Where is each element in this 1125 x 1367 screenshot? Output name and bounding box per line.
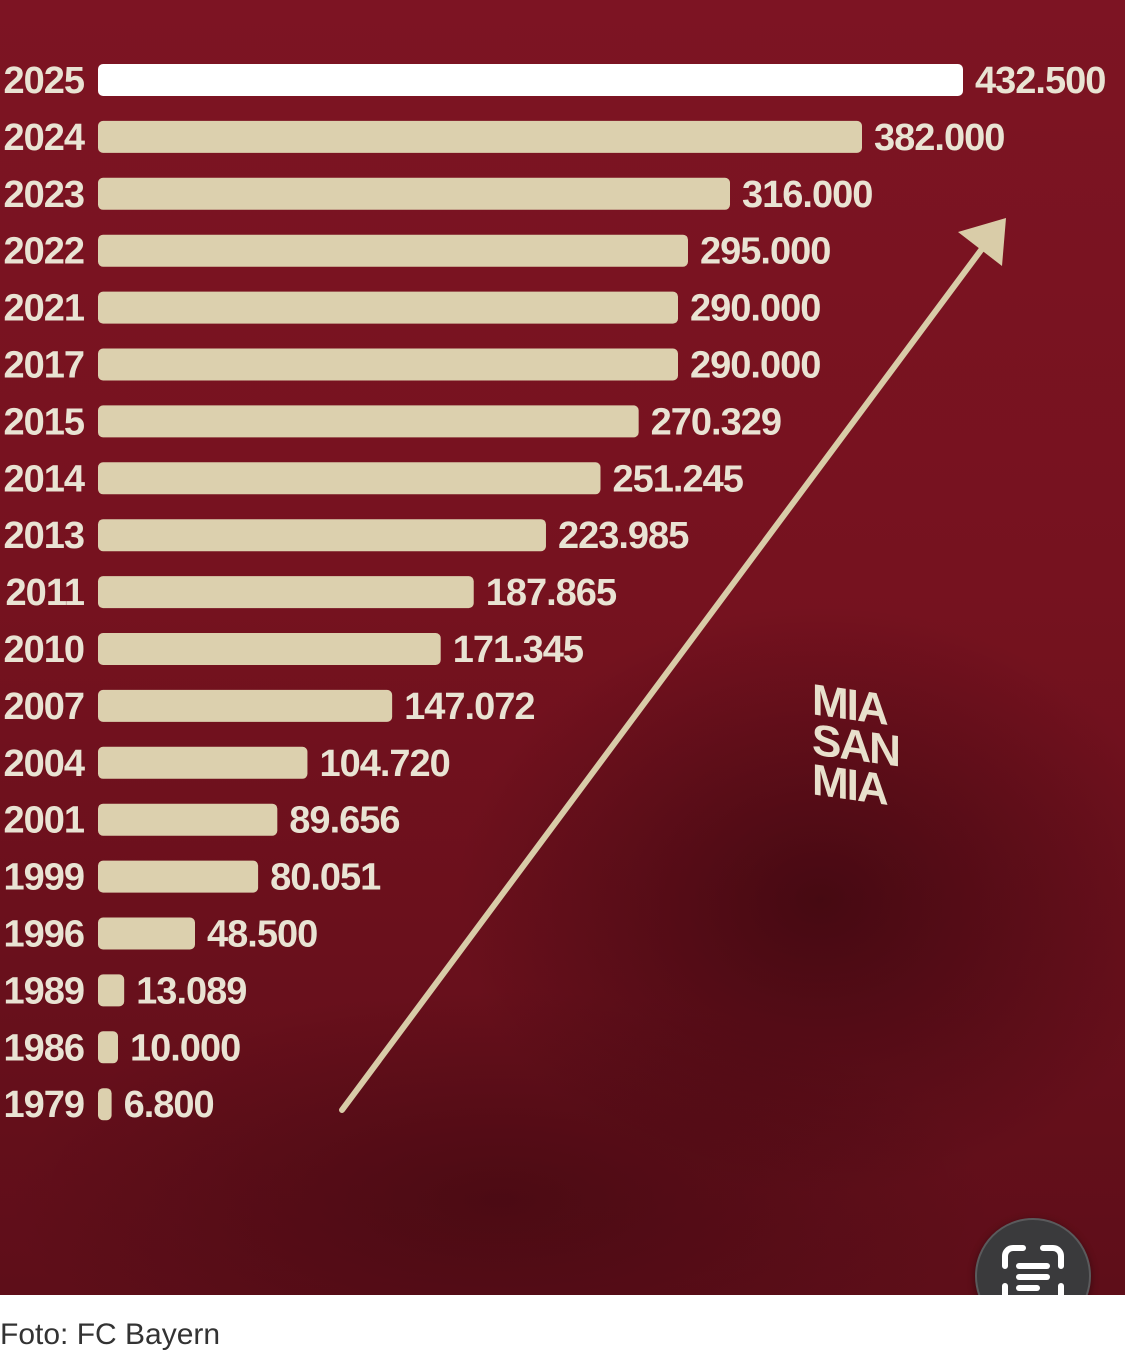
value-label-2014: 251.245	[612, 458, 743, 500]
value-label-2024: 382.000	[874, 117, 1004, 159]
year-label-2024: 2024	[3, 117, 84, 159]
year-label-2004: 2004	[3, 743, 84, 785]
value-label-2025: 432.500	[975, 60, 1105, 102]
value-label-2022: 295.000	[700, 231, 830, 273]
bar-2014	[98, 462, 601, 495]
value-label-1999: 80.051	[270, 857, 381, 899]
live-text-scan-icon	[1002, 1245, 1064, 1295]
bar-2011	[98, 576, 474, 609]
value-label-2001: 89.656	[289, 800, 399, 842]
bar-2013	[98, 519, 546, 552]
bar-2017	[98, 348, 678, 381]
year-label-2022: 2022	[3, 231, 84, 273]
bar-2015	[98, 405, 639, 438]
value-label-1996: 48.500	[207, 914, 317, 956]
bar-2001	[98, 803, 278, 836]
bar-2004	[98, 746, 308, 779]
bar-2007	[98, 689, 393, 722]
year-label-1989: 1989	[3, 970, 84, 1012]
value-label-1979: 6.800	[124, 1084, 214, 1126]
year-label-2010: 2010	[3, 629, 84, 671]
value-label-2017: 290.000	[690, 345, 820, 387]
live-text-scan-button[interactable]	[975, 1218, 1091, 1295]
value-label-1989: 13.089	[136, 970, 246, 1012]
value-label-2023: 316.000	[742, 174, 872, 216]
bar-1999	[98, 860, 259, 893]
year-label-2023: 2023	[3, 174, 84, 216]
chart-area: 2025 432.500 2024 382.000 2023 316.000 2022 295…	[0, 0, 1125, 1295]
mia-san-mia-logo: MIA SAN MIA	[812, 675, 922, 815]
year-label-2007: 2007	[3, 686, 84, 728]
year-label-1979: 1979	[3, 1084, 84, 1126]
value-label-1986: 10.000	[130, 1027, 240, 1069]
trend-arrow-icon	[339, 218, 1006, 1113]
year-label-2021: 2021	[3, 288, 84, 330]
year-label-2013: 2013	[3, 515, 84, 557]
membership-bar-chart: 2025 432.500 2024 382.000 2023 316.000 2022 295…	[3, 60, 1106, 1126]
year-label-2025: 2025	[3, 60, 84, 102]
year-label-2001: 2001	[3, 800, 84, 842]
value-label-2010: 171.345	[453, 629, 584, 671]
bar-2025	[98, 64, 963, 96]
photo-credit-caption: Foto: FC Bayern	[0, 1318, 221, 1351]
value-label-2015: 270.329	[651, 401, 781, 443]
bar-2024	[98, 120, 862, 153]
year-label-2014: 2014	[3, 458, 84, 500]
year-label-2017: 2017	[3, 345, 84, 387]
bar-1986	[98, 1031, 118, 1064]
year-label-2015: 2015	[3, 401, 84, 443]
bar-2022	[98, 234, 688, 267]
bar-2010	[98, 633, 441, 665]
value-label-2013: 223.985	[558, 515, 689, 557]
year-label-1986: 1986	[3, 1027, 84, 1069]
value-label-2021: 290.000	[690, 288, 820, 330]
bar-1979	[98, 1088, 112, 1121]
bar-2023	[98, 177, 730, 210]
year-label-2011: 2011	[6, 572, 85, 614]
value-label-2011: 187.865	[486, 572, 617, 614]
year-label-1996: 1996	[3, 914, 84, 956]
bar-1989	[98, 974, 125, 1007]
value-label-2004: 104.720	[319, 743, 449, 785]
bar-1996	[98, 917, 195, 950]
bar-2021	[98, 291, 678, 324]
year-label-1999: 1999	[3, 857, 84, 899]
value-label-2007: 147.072	[404, 686, 534, 728]
